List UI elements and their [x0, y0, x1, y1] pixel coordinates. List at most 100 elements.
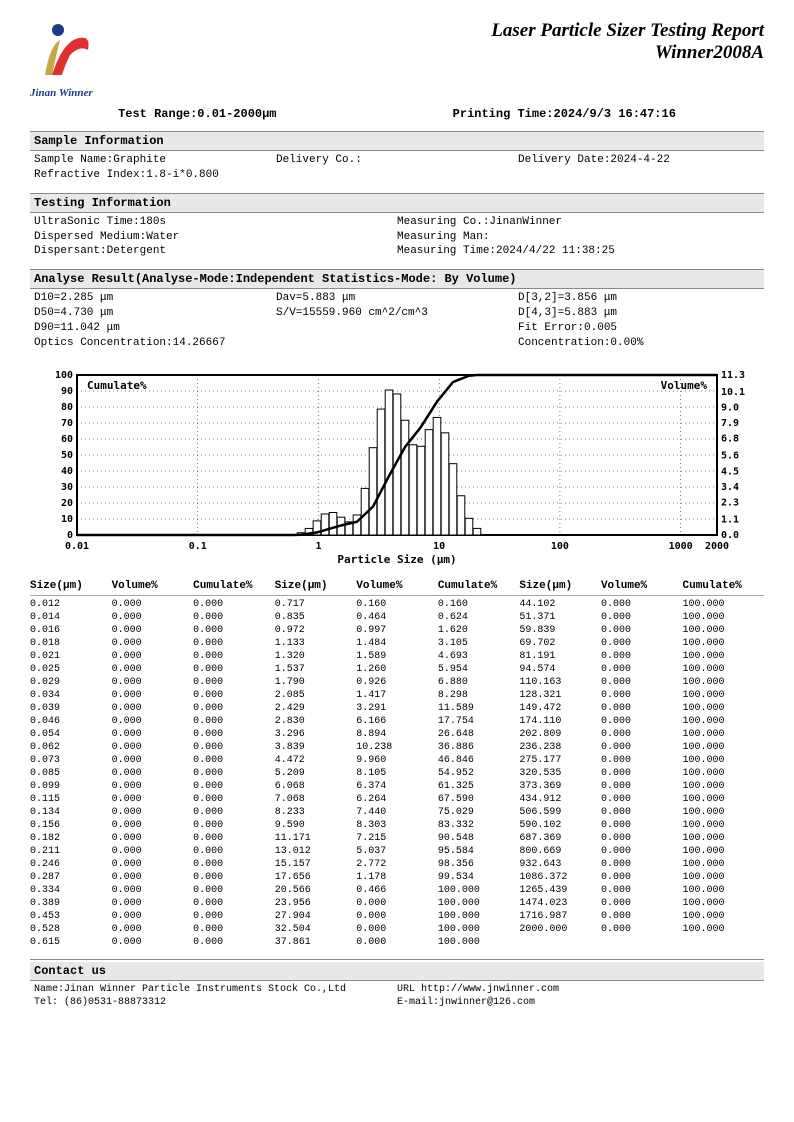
table-cell: 0.000	[193, 663, 275, 676]
table-row: 0.0850.0000.0005.2098.10554.952320.5350.…	[30, 767, 764, 780]
table-cell: 0.000	[193, 871, 275, 884]
table-cell: 0.000	[193, 884, 275, 897]
data-table: Size(μm)Volume%Cumulate%Size(μm)Volume%C…	[30, 579, 764, 949]
table-cell: 1.260	[356, 663, 438, 676]
table-cell: 0.000	[193, 650, 275, 663]
table-cell: 0.000	[112, 611, 194, 624]
table-cell: 26.648	[438, 728, 520, 741]
table-cell: 2.830	[275, 715, 357, 728]
table-cell: 0.054	[30, 728, 112, 741]
testing-info: UltraSonic Time:180s Measuring Co.:Jinan…	[30, 213, 764, 266]
table-cell: 100.000	[683, 598, 765, 611]
table-cell: 100.000	[683, 702, 765, 715]
table-cell: 1265.439	[519, 884, 601, 897]
table-cell: 0.000	[601, 611, 683, 624]
delivery-date: Delivery Date:2024-4-22	[518, 153, 760, 168]
table-cell: 0.000	[601, 702, 683, 715]
table-cell: 0.000	[601, 650, 683, 663]
svg-text:50: 50	[61, 450, 73, 461]
table-row: 0.5280.0000.00032.5040.000100.0002000.00…	[30, 923, 764, 936]
table-cell: 0.000	[193, 845, 275, 858]
table-cell: 100.000	[683, 819, 765, 832]
table-cell: 4.693	[438, 650, 520, 663]
table-row: 0.1560.0000.0009.5908.30383.332590.1020.…	[30, 819, 764, 832]
table-cell: 17.754	[438, 715, 520, 728]
table-cell: 0.073	[30, 754, 112, 767]
svg-text:90: 90	[61, 386, 73, 397]
report-header: Jinan Winner Laser Particle Sizer Testin…	[30, 20, 764, 99]
table-cell: 0.000	[112, 689, 194, 702]
svg-text:1: 1	[315, 541, 321, 552]
table-row: 0.2110.0000.00013.0125.03795.584800.6690…	[30, 845, 764, 858]
table-cell: 275.177	[519, 754, 601, 767]
table-cell: 6.264	[356, 793, 438, 806]
table-col-header: Volume%	[112, 579, 194, 593]
table-row: 0.1820.0000.00011.1717.21590.548687.3690…	[30, 832, 764, 845]
table-cell: 6.166	[356, 715, 438, 728]
table-cell: 61.325	[438, 780, 520, 793]
table-cell: 69.702	[519, 637, 601, 650]
table-cell: 202.809	[519, 728, 601, 741]
table-cell: 17.656	[275, 871, 357, 884]
table-cell: 0.000	[112, 858, 194, 871]
table-cell: 9.960	[356, 754, 438, 767]
table-cell: 67.590	[438, 793, 520, 806]
table-cell: 100.000	[438, 884, 520, 897]
table-cell: 0.016	[30, 624, 112, 637]
table-cell: 95.584	[438, 845, 520, 858]
table-cell: 83.332	[438, 819, 520, 832]
table-cell: 5.954	[438, 663, 520, 676]
table-cell: 0.000	[601, 637, 683, 650]
table-cell: 8.894	[356, 728, 438, 741]
table-cell: 0.000	[193, 793, 275, 806]
table-cell: 0.000	[601, 741, 683, 754]
table-cell: 0.972	[275, 624, 357, 637]
table-cell: 0.000	[601, 663, 683, 676]
svg-text:0.0: 0.0	[721, 530, 739, 541]
table-cell: 8.105	[356, 767, 438, 780]
table-cell: 0.000	[112, 936, 194, 949]
svg-text:2000: 2000	[705, 541, 729, 552]
table-row: 0.0540.0000.0003.2968.89426.648202.8090.…	[30, 728, 764, 741]
svg-text:7.9: 7.9	[721, 418, 739, 429]
fit-error: Fit Error:0.005	[518, 321, 760, 336]
table-cell: 0.000	[193, 767, 275, 780]
dav: Dav=5.883 μm	[276, 291, 518, 306]
table-row: 0.0620.0000.0003.83910.23836.886236.2380…	[30, 741, 764, 754]
ultrasonic: UltraSonic Time:180s	[34, 215, 397, 230]
table-cell: 0.000	[112, 650, 194, 663]
table-cell: 0.000	[601, 910, 683, 923]
table-cell: 0.099	[30, 780, 112, 793]
table-row: 0.0120.0000.0000.7170.1600.16044.1020.00…	[30, 598, 764, 611]
table-cell: 1474.023	[519, 897, 601, 910]
table-cell: 54.952	[438, 767, 520, 780]
table-cell: 320.535	[519, 767, 601, 780]
table-cell: 1.133	[275, 637, 357, 650]
table-cell: 3.296	[275, 728, 357, 741]
table-cell: 7.440	[356, 806, 438, 819]
table-cell: 110.163	[519, 676, 601, 689]
table-cell: 0.000	[356, 897, 438, 910]
table-cell: 6.880	[438, 676, 520, 689]
table-cell: 0.000	[112, 676, 194, 689]
table-cell: 20.566	[275, 884, 357, 897]
svg-text:4.5: 4.5	[721, 466, 739, 477]
svg-text:40: 40	[61, 466, 73, 477]
table-row: 0.3340.0000.00020.5660.466100.0001265.43…	[30, 884, 764, 897]
measuring-man: Measuring Man:	[397, 230, 760, 245]
chart-svg: 01020304050607080901000.01.12.33.44.55.6…	[34, 365, 760, 565]
table-cell: 373.369	[519, 780, 601, 793]
table-cell: 100.000	[683, 897, 765, 910]
testing-header: Testing Information	[30, 193, 764, 213]
svg-text:3.4: 3.4	[721, 481, 739, 492]
table-cell: 100.000	[438, 923, 520, 936]
table-cell: 100.000	[438, 910, 520, 923]
table-cell: 0.000	[112, 819, 194, 832]
meta-row: Test Range:0.01-2000μm Printing Time:202…	[30, 107, 764, 121]
svg-text:5.6: 5.6	[721, 450, 739, 461]
table-cell: 149.472	[519, 702, 601, 715]
table-col-header: Size(μm)	[275, 579, 357, 593]
table-row: 0.0210.0000.0001.3201.5894.69381.1910.00…	[30, 650, 764, 663]
table-col-header: Volume%	[356, 579, 438, 593]
table-cell: 236.238	[519, 741, 601, 754]
